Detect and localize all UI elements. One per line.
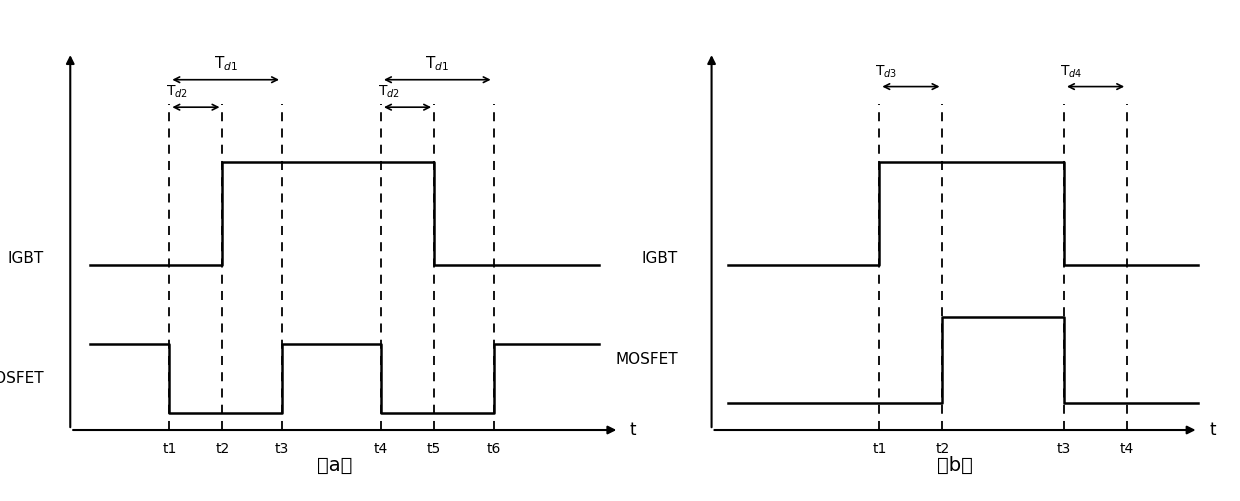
Text: t3: t3 — [1056, 442, 1071, 456]
Text: T$_{d1}$: T$_{d1}$ — [425, 54, 449, 73]
Text: t2: t2 — [935, 442, 950, 456]
Text: IGBT: IGBT — [7, 251, 43, 266]
Text: t: t — [1209, 421, 1216, 439]
Text: t4: t4 — [1120, 442, 1135, 456]
Text: MOSFET: MOSFET — [615, 352, 678, 367]
Text: T$_{d2}$: T$_{d2}$ — [166, 84, 188, 100]
Text: T$_{d4}$: T$_{d4}$ — [1060, 63, 1083, 80]
Text: （a）: （a） — [317, 456, 352, 475]
Text: T$_{d2}$: T$_{d2}$ — [378, 84, 399, 100]
Text: MOSFET: MOSFET — [0, 371, 43, 386]
Text: t: t — [629, 421, 636, 439]
Text: t3: t3 — [275, 442, 289, 456]
Text: t5: t5 — [427, 442, 441, 456]
Text: t2: t2 — [216, 442, 229, 456]
Text: （b）: （b） — [937, 456, 973, 475]
Text: T$_{d1}$: T$_{d1}$ — [213, 54, 238, 73]
Text: t1: t1 — [872, 442, 887, 456]
Text: t1: t1 — [162, 442, 176, 456]
Text: t4: t4 — [374, 442, 388, 456]
Text: t6: t6 — [486, 442, 501, 456]
Text: IGBT: IGBT — [642, 251, 678, 266]
Text: T$_{d3}$: T$_{d3}$ — [875, 63, 898, 80]
